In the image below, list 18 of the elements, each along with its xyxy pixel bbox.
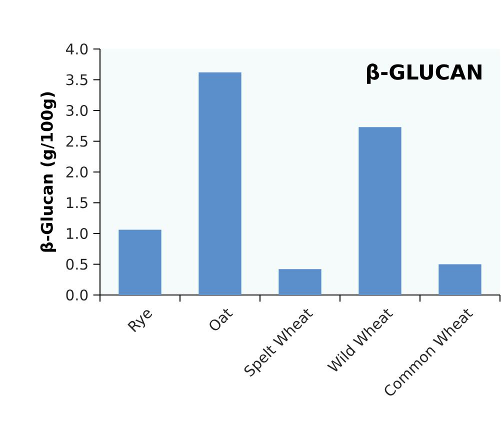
y-tick-label: 0.5 [66, 258, 88, 270]
bar [358, 127, 402, 295]
y-tick-label: 3.5 [66, 74, 88, 86]
bar [198, 72, 242, 295]
y-tick-label: 1.0 [66, 228, 88, 240]
x-tick-label: Oat [210, 308, 234, 330]
bar [278, 269, 322, 295]
y-tick-label: 0.0 [66, 289, 88, 301]
text: β-GLUCAN [367, 64, 482, 84]
bar [438, 264, 482, 295]
y-tick-label: 2.0 [66, 166, 88, 178]
y-tick-label: 2.5 [66, 136, 88, 147]
y-tick-label: 3.0 [66, 104, 88, 116]
bar [118, 230, 162, 295]
y-tick-label: 1.5 [66, 197, 88, 208]
x-tick-label: Rye [128, 310, 152, 332]
y-axis-title: β-Glucan (g/100g) [40, 92, 56, 252]
y-tick-label: 4.0 [66, 43, 88, 55]
